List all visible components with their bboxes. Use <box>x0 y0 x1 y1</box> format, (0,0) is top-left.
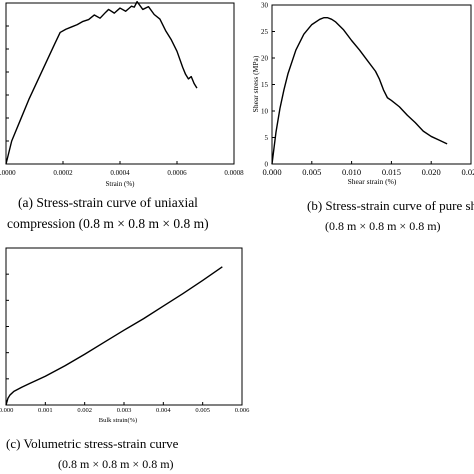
y-tick-label-b: 5 <box>265 134 269 142</box>
plot-frame-b <box>271 4 472 165</box>
caption-c-line1: (c) Volumetric stress-strain curve <box>6 436 179 451</box>
x-tick-label-a: 0.0004 <box>110 169 130 177</box>
caption-c-line2: (0.8 m × 0.8 m × 0.8 m) <box>58 457 174 471</box>
x-tick-label-c: 0.003 <box>117 407 132 414</box>
caption-b-line2: (0.8 m × 0.8 m × 0.8 m) <box>325 219 441 233</box>
x-tick-label-c: 0.004 <box>156 407 171 414</box>
chart-c: 0.000 0.001 0.002 0.003 0.004 0.005 0.006 Bulk … <box>0 247 250 424</box>
y-tick-label-b: 0 <box>265 161 269 169</box>
x-tick-label-a: 0.0006 <box>167 169 187 177</box>
caption-a-line2: compression (0.8 m × 0.8 m × 0.8 m) <box>7 216 209 231</box>
series-line-c-0 <box>5 266 223 406</box>
y-tick-label-b: 15 <box>261 81 269 89</box>
x-tick-label-b: 0.005 <box>302 167 321 177</box>
y-tick-label-b: 25 <box>261 28 269 36</box>
y-tick-label-b: 30 <box>261 2 269 10</box>
series-line-b-0 <box>271 17 448 165</box>
series-line-a-0 <box>5 0 198 165</box>
x-tick-label-c: 0.000 <box>0 407 13 414</box>
x-axis-label-b: Shear strain (%) <box>348 177 397 186</box>
chart-a: 0.0000 0.0002 0.0004 0.0006 0.0008 Strain (%) <box>0 0 244 188</box>
y-tick-label-b: 10 <box>261 108 269 116</box>
chart-b: 0.000 0.005 0.010 0.015 0.020 0.025 0 5 10 15 20 25… <box>251 2 474 187</box>
x-tick-label-b: 0.015 <box>382 167 401 177</box>
plot-frame-a <box>5 2 235 165</box>
x-tick-label-a: 0.0008 <box>224 169 244 177</box>
y-axis-label-b: Shear stress (MPa) <box>251 55 260 112</box>
x-tick-label-c: 0.002 <box>77 407 92 414</box>
x-tick-label-b: 0.010 <box>342 167 361 177</box>
x-axis-label-a: Strain (%) <box>106 180 136 188</box>
x-tick-label-a: 0.0002 <box>53 169 73 177</box>
plot-frame-c <box>5 247 243 406</box>
x-tick-label-b: 0.020 <box>422 167 441 177</box>
x-tick-label-c: 0.005 <box>195 407 210 414</box>
x-axis-label-c: Bulk strain(%) <box>99 417 137 424</box>
caption-b-line1: (b) Stress-strain curve of pure shear <box>307 198 474 213</box>
x-tick-label-b: 0.000 <box>262 167 281 177</box>
x-tick-label-c: 0.006 <box>235 407 250 414</box>
y-tick-label-b: 20 <box>261 55 269 63</box>
x-tick-label-c: 0.001 <box>38 407 53 414</box>
x-tick-label-b: 0.025 <box>461 167 474 177</box>
x-tick-label-a: 0.0000 <box>0 169 16 177</box>
caption-a-line1: (a) Stress-strain curve of uniaxial <box>18 195 198 210</box>
